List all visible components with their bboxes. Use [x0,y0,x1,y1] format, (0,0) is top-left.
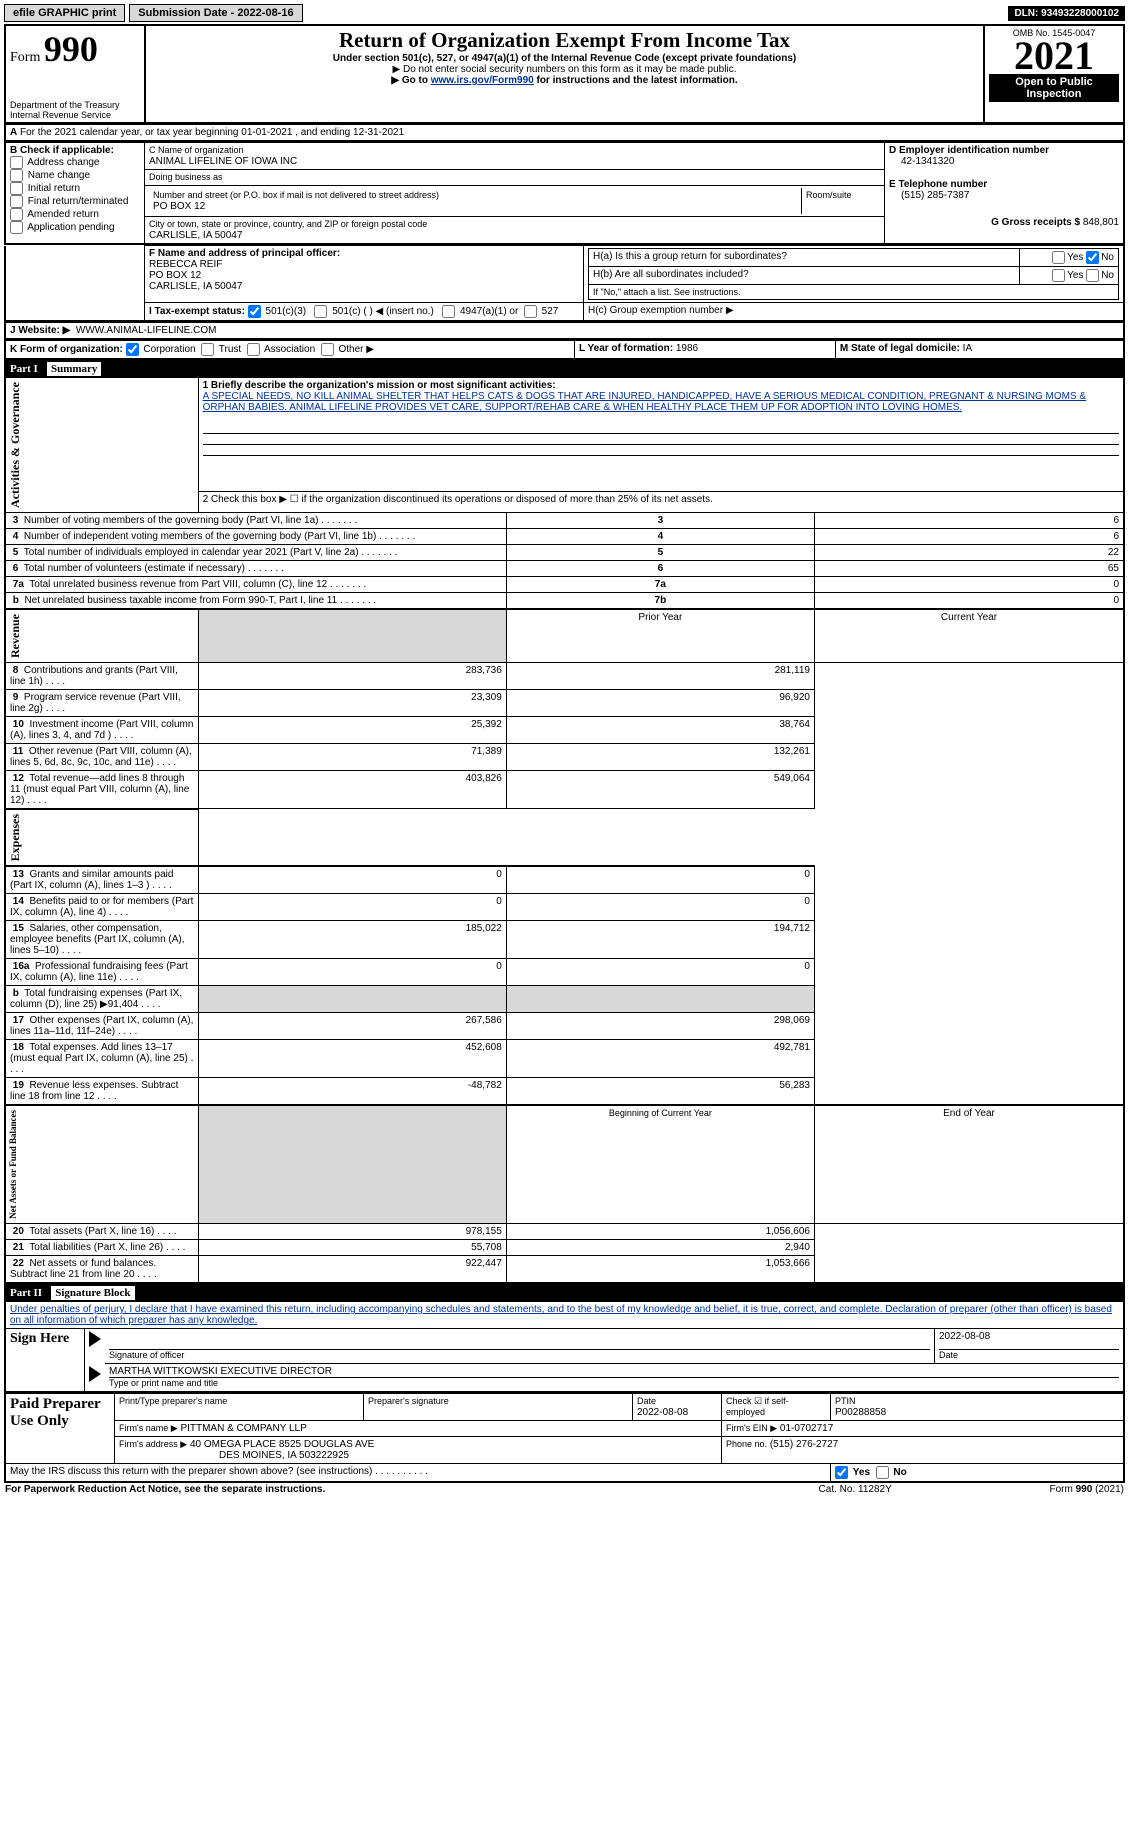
section-e-label: E Telephone number [889,179,987,190]
section-m: M State of legal domicile: IA [835,341,1124,360]
part2-header: Part II Signature Block [5,1285,1124,1302]
top-bar: efile GRAPHIC print Submission Date - 20… [4,4,1125,22]
form-header: Form 990 Department of the Treasury Inte… [4,24,1125,124]
firm-name: PITTMAN & COMPANY LLP [180,1423,306,1434]
section-i: I Tax-exempt status: 501(c)(3) 501(c) ( … [145,303,584,322]
line-2: 2 Check this box ▶ ☐ if the organization… [198,491,1124,512]
footer-left: For Paperwork Reduction Act Notice, see … [4,1483,766,1496]
section-d-label: D Employer identification number [889,145,1049,156]
arrow-icon [89,1331,101,1347]
firm-phone: (515) 276-2727 [770,1439,838,1450]
org-name: ANIMAL LIFELINE OF IOWA INC [149,156,297,167]
h-b: H(b) Are all subordinates included? [589,267,1020,285]
section-l: L Year of formation: 1986 [575,341,836,360]
dept-label: Department of the Treasury [10,100,140,110]
arrow-icon [89,1366,101,1382]
self-employed: Check ☑ if self-employed [722,1394,831,1421]
irs-label: Internal Revenue Service [10,110,140,120]
street-address: PO BOX 12 [153,201,205,212]
section-g-label: G Gross receipts $ [991,217,1080,228]
efile-label: efile GRAPHIC print [4,4,125,22]
vlabel-exp: Expenses [6,810,25,865]
dln-label: DLN: 93493228000102 [1008,6,1125,21]
current-year-hdr: Current Year [814,609,1124,663]
telephone: (515) 285-7387 [889,190,969,201]
form-subtitle: Under section 501(c), 527, or 4947(a)(1)… [150,53,979,64]
section-c-label: C Name of organization [149,145,244,155]
open-inspection: Open to Public Inspection [989,74,1119,102]
submission-date: Submission Date - 2022-08-16 [129,4,302,22]
discuss-line: May the IRS discuss this return with the… [5,1464,831,1483]
hb-yes[interactable] [1052,269,1065,282]
b-check[interactable] [10,182,23,195]
form-label: Form 990 [10,28,140,70]
city-state-zip: CARLISLE, IA 50047 [149,230,242,241]
b-check[interactable] [10,221,23,234]
firm-ein: 01-0702717 [780,1423,833,1434]
part1-header: Part I Summary [5,361,1124,378]
discuss-yes[interactable] [835,1466,848,1479]
officer-name: REBECCA REIF [149,259,222,270]
ein: 42-1341320 [889,156,954,167]
section-j: J Website: ▶ WWW.ANIMAL-LIFELINE.COM [5,323,1124,340]
form-title: Return of Organization Exempt From Incom… [150,28,979,53]
ptin: P00288858 [835,1407,886,1418]
ha-yes[interactable] [1052,251,1065,264]
prior-year-hdr: Prior Year [506,609,814,663]
501c3-check[interactable] [248,305,261,318]
section-f-label: F Name and address of principal officer: [149,248,340,259]
discuss-no[interactable] [876,1466,889,1479]
hb-no[interactable] [1086,269,1099,282]
note-goto: ▶ Go to www.irs.gov/Form990 for instruct… [150,75,979,86]
officer-typed-name: MARTHA WITTKOWSKI EXECUTIVE DIRECTOR [109,1366,1119,1378]
sign-here: Sign Here [5,1329,85,1393]
corp-check[interactable] [126,343,139,356]
dba-label: Doing business as [149,172,223,182]
paid-preparer: Paid Preparer Use Only [5,1394,115,1464]
footer-mid: Cat. No. 11282Y [766,1483,944,1496]
b-check[interactable] [10,208,23,221]
na-hdr1: Beginning of Current Year [506,1105,814,1223]
section-k: K Form of organization: Corporation Trus… [5,341,575,360]
note-ssn: ▶ Do not enter social security numbers o… [150,64,979,75]
section-a: A For the 2021 calendar year, or tax yea… [5,125,1124,142]
ha-no[interactable] [1086,251,1099,264]
h-a: H(a) Is this a group return for subordin… [589,249,1020,267]
na-hdr2: End of Year [814,1105,1124,1223]
vlabel-ag: Activities & Governance [6,378,25,512]
b-check[interactable] [10,156,23,169]
vlabel-rev: Revenue [6,610,25,662]
gross-receipts: 848,801 [1083,217,1119,228]
b-check[interactable] [10,195,23,208]
declaration: Under penalties of perjury, I declare th… [5,1302,1124,1329]
irs-link[interactable]: www.irs.gov/Form990 [431,75,534,86]
mission-text[interactable]: A SPECIAL NEEDS, NO KILL ANIMAL SHELTER … [203,391,1087,413]
section-b: B Check if applicable: Address change Na… [5,143,145,245]
b-check[interactable] [10,169,23,182]
website: WWW.ANIMAL-LIFELINE.COM [76,325,217,336]
tax-year: 2021 [989,38,1119,74]
h-c: H(c) Group exemption number ▶ [584,303,1125,322]
footer-right: Form 990 (2021) [944,1483,1125,1496]
sig-date: 2022-08-08 [939,1331,1119,1350]
vlabel-na: Net Assets or Fund Balances [6,1106,20,1223]
